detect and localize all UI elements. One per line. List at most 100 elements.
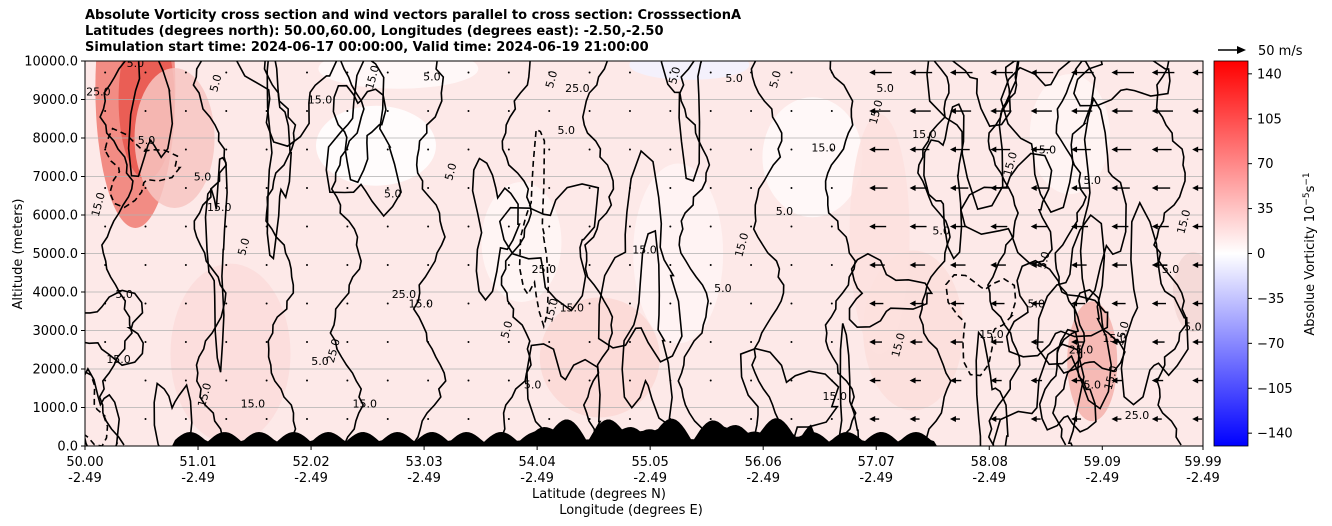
quiver-key-label: 50 m/s	[1258, 44, 1303, 59]
wind-vector-dot	[790, 110, 793, 113]
wind-vector	[548, 302, 551, 305]
contour-label: 5.0	[776, 205, 794, 218]
contour-label: 5.0	[636, 51, 654, 64]
contour-label: 25.0	[565, 82, 590, 95]
wind-vector	[104, 225, 107, 228]
wind-vector	[869, 223, 887, 230]
wind-vector	[1151, 339, 1165, 346]
wind-vector-dot	[184, 302, 187, 305]
wind-vector-head	[909, 416, 916, 423]
wind-vector-dot	[225, 418, 228, 421]
wind-vector	[386, 418, 389, 421]
x-tick-label-lon: -2.49	[520, 471, 554, 486]
wind-vector-dot	[588, 379, 591, 382]
wind-vector	[628, 110, 631, 113]
contour-label: 5.0	[876, 82, 894, 95]
wind-vector-head	[1071, 69, 1078, 76]
contour-line	[960, 152, 1053, 265]
wind-vector	[588, 418, 591, 421]
wind-vector	[548, 225, 551, 228]
wind-vector	[265, 148, 268, 151]
vorticity-patch	[629, 61, 750, 80]
contour-label: 5.0	[1036, 250, 1053, 270]
wind-vector-dot	[346, 225, 349, 228]
contour-label: 5.0	[714, 282, 732, 295]
wind-vector	[1030, 146, 1051, 153]
contour-label: 5.0	[194, 170, 212, 183]
wind-vector-dot	[790, 302, 793, 305]
wind-vector-head	[1030, 377, 1037, 384]
contour-label: 15.0	[560, 301, 585, 314]
wind-vector-head	[1111, 108, 1118, 115]
wind-vector-dot	[830, 225, 833, 228]
wind-vector-dot	[184, 418, 187, 421]
wind-vector	[346, 302, 349, 305]
wind-vector-head	[1192, 262, 1199, 269]
wind-vector-dot	[830, 341, 833, 344]
wind-vector-dot	[750, 225, 753, 228]
wind-vector	[427, 418, 430, 421]
wind-vector-dot	[427, 418, 430, 421]
contour-line	[104, 127, 182, 209]
wind-vector	[386, 302, 389, 305]
contour-line	[1052, 61, 1088, 446]
wind-vector-dot	[669, 302, 672, 305]
contour-line	[975, 330, 1009, 446]
wind-vector	[588, 71, 591, 74]
vorticity-patch	[170, 263, 291, 444]
wind-vector	[144, 341, 147, 344]
terrain-silhouette	[85, 418, 1203, 446]
wind-vector	[346, 148, 349, 151]
wind-vector-head	[1071, 146, 1078, 153]
wind-vector	[507, 302, 510, 305]
wind-vector-head	[1030, 185, 1037, 192]
wind-vector	[628, 225, 631, 228]
contour-label: 25.0	[324, 337, 343, 364]
wind-vector	[427, 110, 430, 113]
wind-vector	[588, 264, 591, 267]
wind-vector-head	[869, 223, 876, 230]
wind-vector	[669, 71, 672, 74]
wind-vector	[427, 264, 430, 267]
contour-label: 15.0	[542, 297, 561, 324]
contour-line	[1056, 288, 1126, 375]
wind-vector	[990, 300, 1005, 307]
wind-vector	[909, 108, 931, 115]
vorticity-patch	[849, 114, 910, 355]
wind-vector-dot	[386, 187, 389, 190]
contour-label: 15.0	[867, 99, 886, 126]
wind-vector-dot	[750, 187, 753, 190]
wind-vector-head	[949, 108, 956, 115]
wind-vector	[306, 225, 309, 228]
wind-vector-dot	[709, 110, 712, 113]
wind-vector	[750, 148, 753, 151]
wind-vector	[225, 264, 228, 267]
wind-vector-dot	[386, 264, 389, 267]
wind-vector	[1151, 108, 1173, 115]
contour-label: 5.0	[666, 65, 683, 85]
contour-line	[98, 61, 134, 446]
colorbar-tick-label: −140	[1257, 427, 1293, 442]
wind-vector-dot	[467, 418, 470, 421]
wind-vector-dot	[265, 225, 268, 228]
wind-vector	[346, 187, 349, 190]
contour-label: 5.0	[1083, 378, 1101, 391]
wind-vector	[1071, 146, 1091, 153]
contour-line	[926, 61, 1020, 211]
wind-vector	[1030, 339, 1044, 346]
wind-vector	[1192, 223, 1203, 230]
wind-vector	[949, 262, 966, 269]
wind-vector	[184, 341, 187, 344]
wind-vector	[750, 418, 753, 421]
y-axis-label: Altitude (meters)	[11, 199, 26, 310]
wind-vector-dot	[548, 302, 551, 305]
wind-vector-dot	[346, 341, 349, 344]
wind-vector-dot	[467, 71, 470, 74]
wind-vector	[709, 71, 712, 74]
wind-vector	[225, 418, 228, 421]
wind-vector-dot	[346, 110, 349, 113]
wind-vector	[306, 379, 309, 382]
wind-vector	[669, 225, 672, 228]
wind-vector	[909, 262, 926, 269]
wind-vector	[588, 148, 591, 151]
